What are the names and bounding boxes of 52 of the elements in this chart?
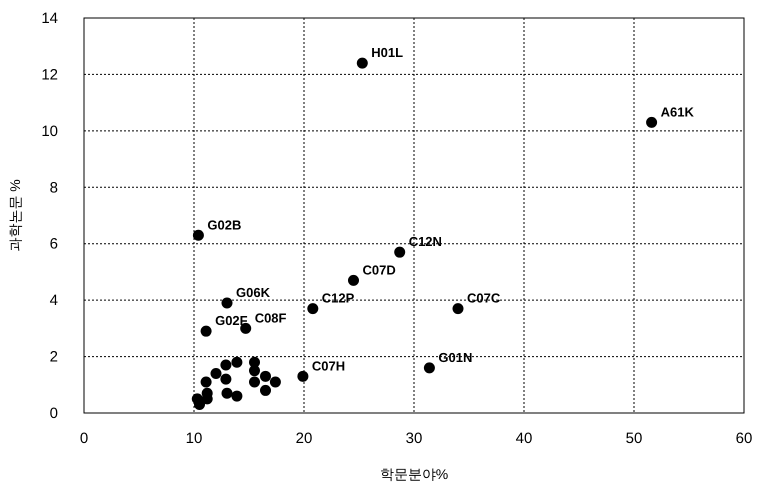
point	[192, 230, 204, 241]
point	[348, 274, 359, 286]
annotation: C08F	[254, 310, 287, 326]
x-tick-label: 10	[186, 430, 202, 447]
point	[260, 384, 271, 396]
point	[394, 246, 406, 258]
annotation: H01L	[371, 45, 404, 60]
point	[307, 303, 318, 314]
point	[231, 356, 242, 368]
annotation: C07C	[467, 290, 501, 306]
annotation: G01N	[438, 350, 472, 365]
point	[220, 374, 232, 385]
point	[222, 297, 232, 308]
y-tick-label: 4	[50, 292, 58, 310]
x-tick-label: 20	[296, 430, 312, 447]
annotation: A61K	[660, 104, 694, 120]
point	[646, 116, 658, 128]
point	[260, 370, 271, 382]
x-tick-label: 60	[736, 430, 752, 447]
point	[231, 390, 242, 402]
annotation: C07D	[362, 262, 396, 278]
point	[356, 58, 368, 69]
y-tick-label: 6	[50, 236, 58, 253]
y-tick-label: 0	[50, 405, 58, 422]
point	[249, 365, 260, 376]
y-tick-label: 2	[50, 348, 58, 366]
y-tick-label: 14	[41, 10, 58, 27]
x-tick-label: 0	[80, 430, 88, 447]
x-tick-label: 30	[406, 430, 422, 447]
point	[270, 376, 281, 388]
annotation: C12P	[322, 290, 355, 306]
annotation: G02B	[207, 217, 242, 232]
point	[424, 362, 435, 374]
annotation: C07H	[312, 358, 346, 374]
annotation: G02F	[215, 313, 248, 328]
point	[200, 376, 212, 388]
annotation: G06K	[236, 284, 271, 300]
point	[249, 376, 260, 388]
y-tick-label: 12	[41, 66, 58, 84]
point	[222, 388, 232, 399]
point	[220, 360, 232, 371]
x-axis-title: 학문분야%	[380, 466, 448, 482]
y-tick-label: 10	[41, 122, 58, 140]
x-tick-label: 50	[626, 430, 642, 447]
point	[210, 368, 222, 379]
x-tick-label: 40	[516, 430, 532, 447]
point	[297, 370, 308, 382]
point	[200, 326, 212, 337]
annotation: C12N	[408, 234, 442, 250]
y-axis-title: 과학논문 %	[7, 179, 23, 252]
point	[452, 303, 464, 314]
y-tick-label: 8	[50, 179, 58, 196]
